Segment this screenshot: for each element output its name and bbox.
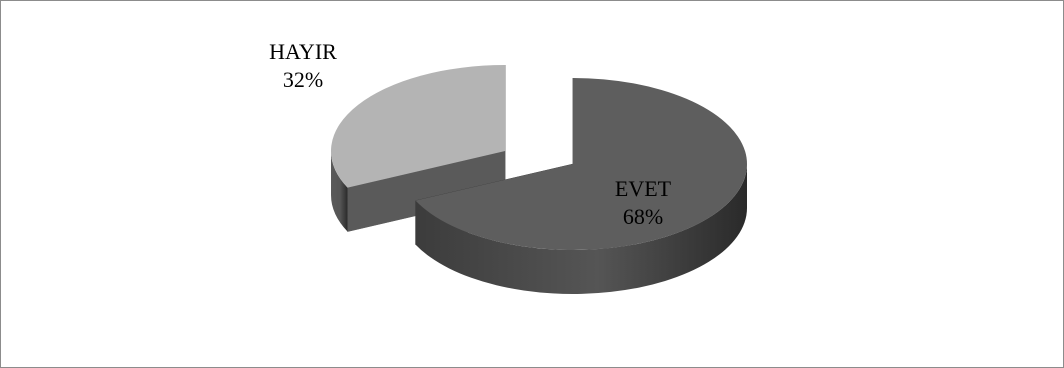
pie-slice-hayir-top (330, 65, 505, 188)
pie-slice-evet (415, 78, 747, 294)
pie-slice-evet-side (415, 164, 747, 294)
pie-slice-evet-top (415, 78, 747, 250)
data-label-evet: EVET 68% (615, 176, 672, 229)
pie-slice-hayir-side (331, 151, 348, 232)
pie-slice-hayir (330, 65, 506, 232)
data-label-hayir: HAYIR 32% (269, 39, 337, 92)
